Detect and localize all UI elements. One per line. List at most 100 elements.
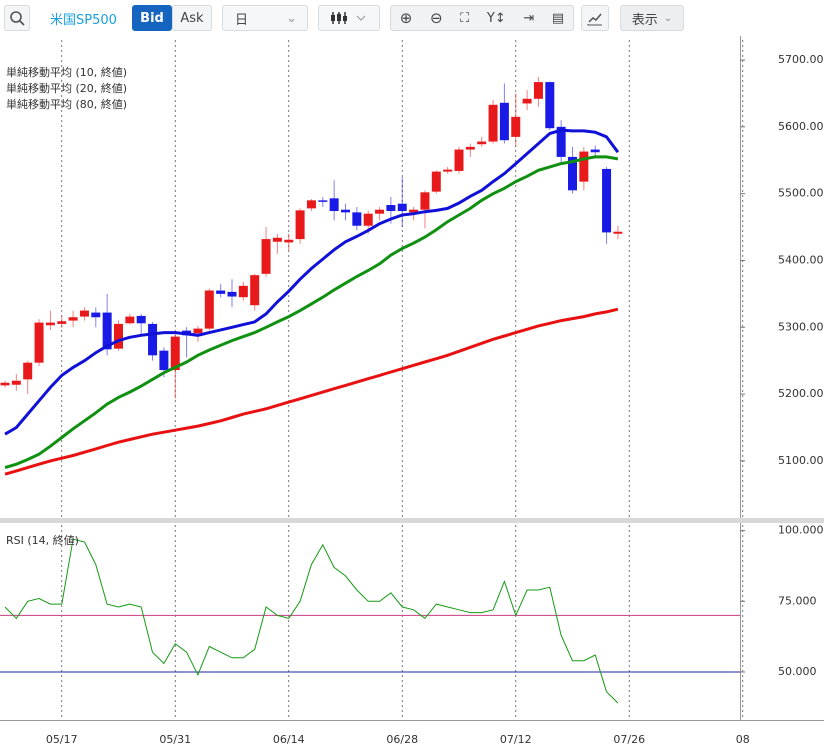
y-tick-label: 5700.00 [778, 53, 824, 66]
display-label: 表示 [631, 12, 658, 28]
ask-button[interactable]: Ask [172, 5, 212, 31]
y-tick-label: 5200.00 [778, 387, 824, 400]
candle-body [102, 312, 112, 350]
candle-body [431, 171, 441, 192]
search-icon [10, 11, 25, 26]
legend-entry: 単純移動平均 (10, 終値) [6, 65, 127, 79]
y-tick-label: 50.000 [778, 665, 817, 678]
candle-body [284, 239, 294, 243]
tool-group: ⊕ ⊖ ⛶ Y↕ ⇥ ▤ [390, 5, 574, 31]
candle-icon [331, 12, 366, 24]
panel-bg [0, 36, 824, 754]
candle-body [34, 322, 44, 363]
indicator-icon [587, 13, 602, 26]
candle-body [170, 336, 180, 371]
x-tick-label: 07/26 [613, 733, 645, 746]
y-tick-label: 5100.00 [778, 454, 824, 467]
candle-body [79, 310, 89, 317]
candle-body [57, 321, 67, 324]
candle-body [250, 275, 260, 306]
y-tick-label: 75.000 [778, 594, 817, 607]
toolbar: 米国SP500 Bid Ask 日 ⌄ ⊕ ⊖ ⛶ Y↕ ⇥ ▤ 表示 ⌄ [0, 0, 824, 36]
candle-body [0, 382, 10, 386]
ma-line [4, 307, 619, 476]
legend-entry: 単純移動平均 (80, 終値) [6, 97, 127, 111]
candle-body [227, 291, 237, 297]
candle-body [193, 328, 203, 334]
doc-button[interactable]: ▤ [551, 10, 565, 26]
candle-body [511, 116, 521, 137]
candle-body [602, 168, 612, 233]
y-tick-label: 5500.00 [778, 187, 824, 200]
candle-body [363, 213, 373, 226]
fit-button[interactable]: ⛶ [460, 10, 470, 26]
candle-body [352, 212, 362, 226]
candle-body [329, 198, 339, 212]
period-label: 日 [235, 12, 249, 28]
dropdown-arrow: ⌄ [286, 10, 297, 26]
candle-body [522, 98, 532, 104]
y-tick-label: 5400.00 [778, 253, 824, 266]
candle-body [11, 380, 21, 385]
y-tick-label: 5600.00 [778, 120, 824, 133]
candle-body [136, 315, 146, 324]
display-button[interactable]: 表示 ⌄ [620, 5, 684, 31]
candle-body [125, 316, 135, 324]
candle-body [499, 102, 509, 141]
candle-body [613, 231, 623, 234]
candle-body [409, 209, 419, 213]
chart: 05/17 05/31 06/14 06/28 07/12 07/26 08 5100.00 5… [0, 36, 824, 754]
candle-body [488, 104, 498, 142]
candle-body [568, 156, 577, 191]
candle-body [454, 149, 464, 171]
candle-body [216, 290, 226, 294]
display-arrow: ⌄ [663, 12, 673, 24]
indicator-title: RSI (14, 終値) [6, 533, 79, 547]
candle-body [556, 126, 566, 157]
panel-separator [0, 518, 824, 523]
scroll-end[interactable]: ⇥ [523, 10, 535, 26]
candle-body [159, 350, 169, 371]
candle-body [306, 200, 316, 209]
zoom-out[interactable]: ⊖ [429, 9, 443, 27]
y-axis-button[interactable]: Y↕ [486, 10, 506, 26]
search-button[interactable] [4, 5, 30, 31]
candle-body [91, 312, 101, 318]
ma-line [4, 155, 619, 470]
candle-body [204, 290, 214, 329]
candle-body [533, 82, 543, 99]
legend-entry: 単純移動平均 (20, 終値) [6, 81, 127, 95]
candle-body [443, 169, 453, 172]
x-tick-label: 05/31 [159, 733, 191, 746]
candle-body [45, 322, 55, 326]
indicator-button[interactable] [581, 5, 609, 31]
ma-line [4, 128, 620, 436]
candle-body [318, 200, 328, 202]
candle-body [420, 192, 430, 210]
candle-body [397, 203, 407, 212]
bid-button[interactable]: Bid [132, 5, 172, 31]
y-tick-label: 100.000 [778, 524, 824, 537]
x-tick-label: 05/17 [46, 733, 78, 746]
zoom-in[interactable]: ⊕ [399, 9, 413, 27]
candle-body [545, 82, 555, 129]
x-tick-label: 06/28 [386, 733, 418, 746]
rsi-line [4, 538, 619, 704]
period-select[interactable]: 日 ⌄ [222, 5, 308, 31]
chart-type-select[interactable] [318, 5, 380, 31]
x-tick-label: 08 [736, 733, 750, 746]
candle-body [114, 323, 123, 349]
candle-body [68, 317, 78, 321]
x-tick-label: 06/14 [273, 733, 305, 746]
symbol[interactable]: 米国SP500 [50, 13, 117, 28]
candle-body [238, 285, 248, 298]
candle-body [148, 323, 158, 356]
y-tick-label: 5300.00 [778, 320, 824, 333]
candle-body [261, 239, 271, 274]
candle-body [23, 362, 33, 380]
candle-body [579, 151, 589, 182]
candle-body [386, 205, 396, 212]
candle-body [295, 210, 305, 240]
candle-body [341, 209, 350, 213]
x-tick-label: 07/12 [500, 733, 532, 746]
